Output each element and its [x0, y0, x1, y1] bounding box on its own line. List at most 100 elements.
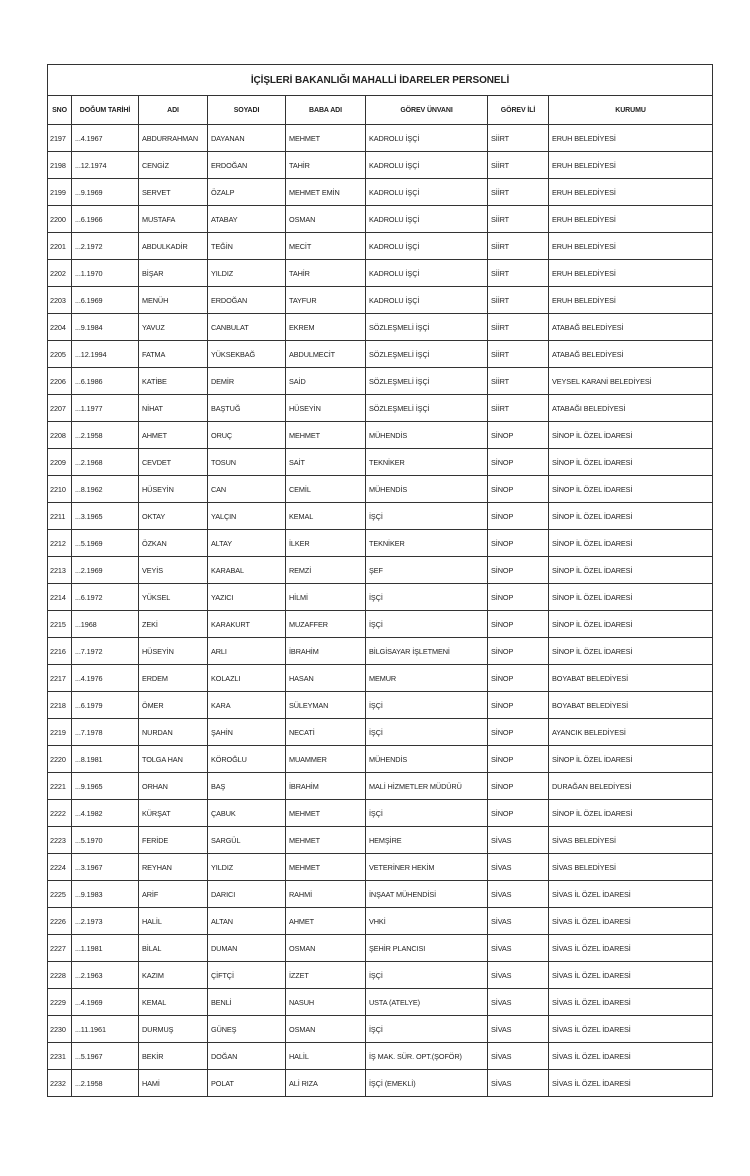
cell-job-title: SÖZLEŞMELİ İŞÇİ: [365, 313, 488, 341]
table-row: 2229 ...4.1969 KEMAL BENLİ NASUH USTA (ATELYE…: [47, 988, 714, 1016]
column-header-first-name: ADI: [138, 95, 208, 125]
cell-father-name: HASAN: [285, 664, 366, 692]
cell-institution: SİVAS BELEDİYESİ: [547, 853, 714, 881]
cell-father-name: KEMAL: [285, 502, 366, 530]
cell-birth-date: ...5.1967: [71, 1042, 139, 1070]
cell-first-name: VEYİS: [138, 556, 208, 584]
cell-surname: ÖZALP: [207, 178, 286, 206]
cell-first-name: HÜSEYİN: [138, 475, 208, 503]
cell-first-name: DURMUŞ: [138, 1015, 208, 1043]
cell-first-name: AHMET: [138, 421, 208, 449]
cell-surname: ALTAN: [207, 907, 286, 935]
cell-sno: 2212: [47, 529, 72, 557]
cell-birth-date: ...2.1969: [71, 556, 139, 584]
cell-surname: YAZICI: [207, 583, 286, 611]
table-row: 2216 ...7.1972 HÜSEYİN ARLI İBRAHİM BİLGİSAYA…: [47, 637, 714, 665]
cell-sno: 2216: [47, 637, 72, 665]
personnel-table: İÇİŞLERİ BAKANLIĞI MAHALLİ İDARELER PERS…: [46, 64, 714, 1097]
cell-surname: DARICI: [207, 880, 286, 908]
cell-institution: SİVAS İL ÖZEL İDARESİ: [547, 880, 714, 908]
cell-surname: TOSUN: [207, 448, 286, 476]
cell-job-title: MÜHENDİS: [365, 745, 488, 773]
cell-province: SİNOP: [487, 583, 549, 611]
cell-first-name: HÜSEYİN: [138, 637, 208, 665]
cell-job-title: İŞÇİ (EMEKLİ): [365, 1069, 488, 1097]
cell-birth-date: ...8.1981: [71, 745, 139, 773]
cell-province: SİİRT: [487, 124, 549, 152]
cell-institution: DURAĞAN BELEDİYESİ: [547, 772, 714, 800]
cell-job-title: USTA (ATELYE): [365, 988, 488, 1016]
table-row: 2204 ...9.1984 YAVUZ CANBULAT EKREM SÖZLEŞMEL…: [47, 313, 714, 341]
table-row: 2230 ...11.1961 DURMUŞ GÜNEŞ OSMAN İŞÇİ SİVAS S…: [47, 1015, 714, 1043]
cell-sno: 2219: [47, 718, 72, 746]
cell-surname: ERDOĞAN: [207, 151, 286, 179]
cell-sno: 2210: [47, 475, 72, 503]
cell-birth-date: ...2.1958: [71, 421, 139, 449]
cell-job-title: İŞÇİ: [365, 961, 488, 989]
table-row: 2211 ...3.1965 OKTAY YALÇIN KEMAL İŞÇİ SİNOP Sİ…: [47, 502, 714, 530]
table-body: 2197 ...4.1967 ABDURRAHMAN DAYANAN MEHMET KAD…: [47, 124, 714, 1097]
cell-job-title: İŞ MAK. SÜR. OPT.(ŞOFÖR): [365, 1042, 488, 1070]
cell-birth-date: ...7.1978: [71, 718, 139, 746]
cell-first-name: BEKİR: [138, 1042, 208, 1070]
cell-father-name: MEHMET: [285, 853, 366, 881]
cell-first-name: ORHAN: [138, 772, 208, 800]
cell-institution: SİVAS İL ÖZEL İDARESİ: [547, 961, 714, 989]
cell-birth-date: ...6.1986: [71, 367, 139, 395]
cell-first-name: NİHAT: [138, 394, 208, 422]
document-title: İÇİŞLERİ BAKANLIĞI MAHALLİ İDARELER PERS…: [46, 64, 714, 96]
cell-sno: 2201: [47, 232, 72, 260]
cell-first-name: ABDURRAHMAN: [138, 124, 208, 152]
cell-sno: 2229: [47, 988, 72, 1016]
cell-province: SİNOP: [487, 664, 549, 692]
cell-province: SİVAS: [487, 853, 549, 881]
table-row: 2202 ...1.1970 BİŞAR YILDIZ TAHİR KADROLU İŞÇ…: [47, 259, 714, 287]
cell-institution: SİVAS İL ÖZEL İDARESİ: [547, 988, 714, 1016]
cell-institution: ERUH BELEDİYESİ: [547, 232, 714, 260]
cell-father-name: HİLMİ: [285, 583, 366, 611]
cell-first-name: MENÜH: [138, 286, 208, 314]
cell-sno: 2226: [47, 907, 72, 935]
cell-first-name: CENGİZ: [138, 151, 208, 179]
cell-province: SİVAS: [487, 988, 549, 1016]
cell-sno: 2232: [47, 1069, 72, 1097]
cell-institution: SİNOP İL ÖZEL İDARESİ: [547, 421, 714, 449]
cell-surname: ERDOĞAN: [207, 286, 286, 314]
cell-surname: ÇABUK: [207, 799, 286, 827]
table-row: 2225 ...9.1983 ARİF DARICI RAHMİ İNŞAAT MÜHEN…: [47, 880, 714, 908]
column-header-institution: KURUMU: [547, 95, 714, 125]
cell-father-name: MEHMET EMİN: [285, 178, 366, 206]
cell-province: SİNOP: [487, 556, 549, 584]
cell-institution: ERUH BELEDİYESİ: [547, 205, 714, 233]
cell-father-name: SAİD: [285, 367, 366, 395]
cell-birth-date: ...3.1965: [71, 502, 139, 530]
cell-job-title: İŞÇİ: [365, 1015, 488, 1043]
table-row: 2219 ...7.1978 NURDAN ŞAHİN NECATİ İŞÇİ SİNOP A…: [47, 718, 714, 746]
cell-province: SİİRT: [487, 205, 549, 233]
cell-father-name: MUAMMER: [285, 745, 366, 773]
cell-institution: VEYSEL KARANİ BELEDİYESİ: [547, 367, 714, 395]
cell-sno: 2231: [47, 1042, 72, 1070]
cell-job-title: TEKNİKER: [365, 529, 488, 557]
cell-province: SİNOP: [487, 475, 549, 503]
cell-birth-date: ...12.1974: [71, 151, 139, 179]
cell-birth-date: ...9.1969: [71, 178, 139, 206]
cell-first-name: FERİDE: [138, 826, 208, 854]
cell-institution: ATABAĞ BELEDİYESİ: [547, 340, 714, 368]
cell-surname: SARGÜL: [207, 826, 286, 854]
table-row: 2214 ...6.1972 YÜKSEL YAZICI HİLMİ İŞÇİ SİNOP S…: [47, 583, 714, 611]
cell-job-title: SÖZLEŞMELİ İŞÇİ: [365, 367, 488, 395]
cell-institution: SİNOP İL ÖZEL İDARESİ: [547, 502, 714, 530]
cell-institution: ATABAĞ BELEDİYESİ: [547, 313, 714, 341]
cell-institution: SİVAS İL ÖZEL İDARESİ: [547, 1042, 714, 1070]
column-header-sno: SNO: [47, 95, 72, 125]
cell-province: SİNOP: [487, 610, 549, 638]
cell-province: SİNOP: [487, 529, 549, 557]
cell-birth-date: ...1.1981: [71, 934, 139, 962]
cell-first-name: OKTAY: [138, 502, 208, 530]
cell-surname: ORUÇ: [207, 421, 286, 449]
cell-job-title: VHKİ: [365, 907, 488, 935]
cell-institution: ERUH BELEDİYESİ: [547, 124, 714, 152]
cell-province: SİNOP: [487, 637, 549, 665]
cell-father-name: OSMAN: [285, 934, 366, 962]
